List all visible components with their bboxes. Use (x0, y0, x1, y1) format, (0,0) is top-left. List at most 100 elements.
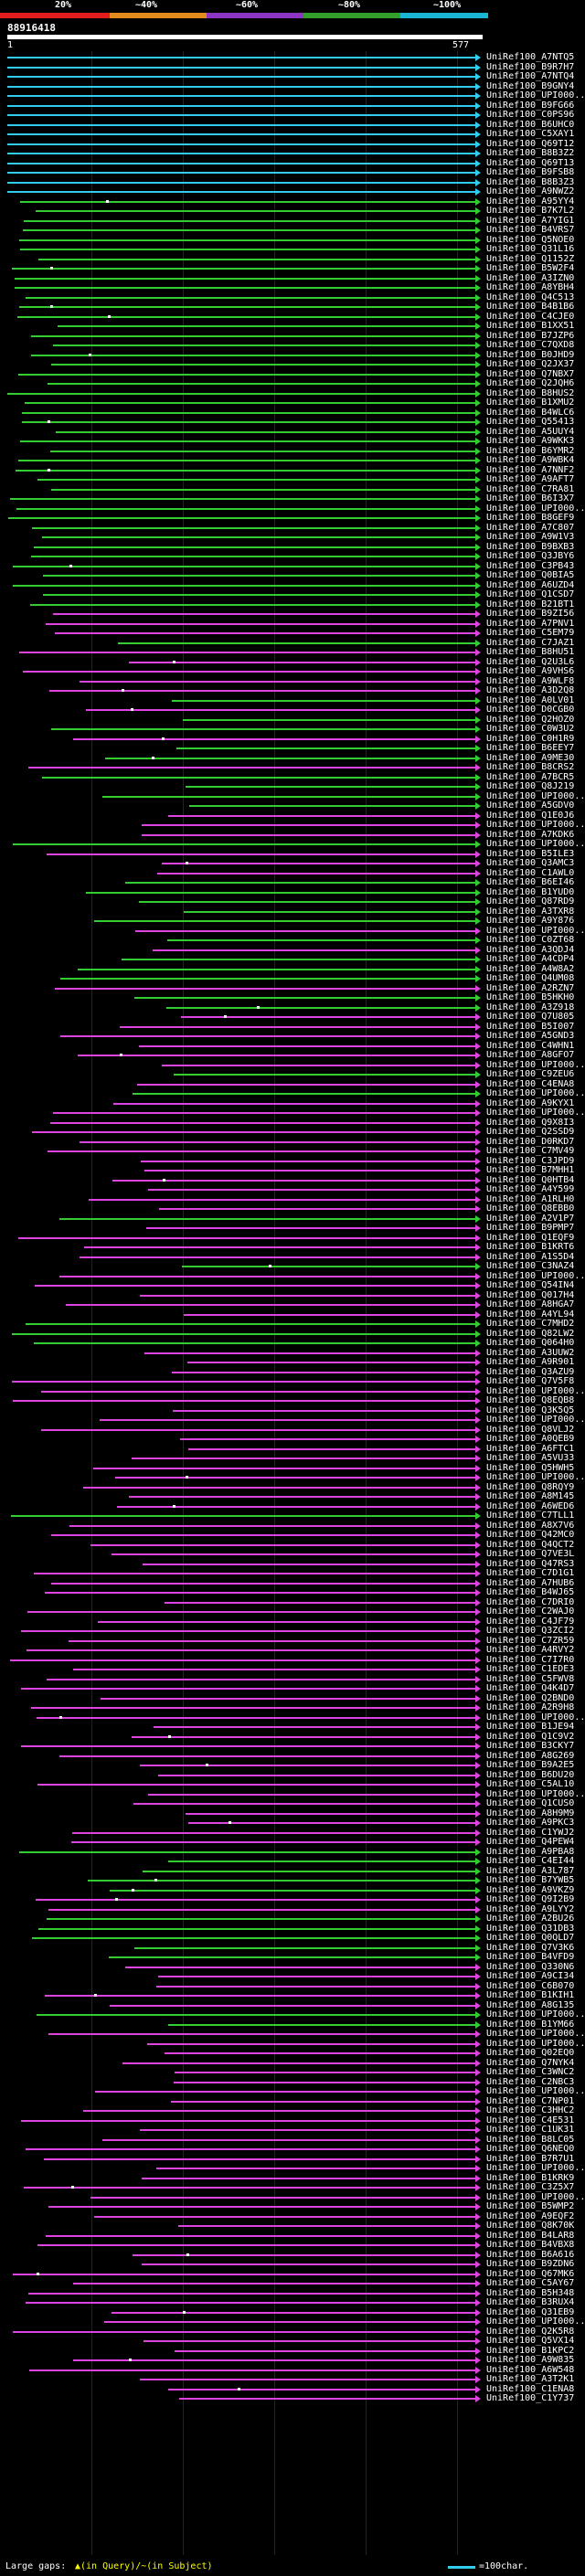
hit-label[interactable]: UniRef100_C0H1R9 (486, 733, 575, 744)
hit-label[interactable]: UniRef100_B6I3X7 (486, 493, 575, 504)
hit-row[interactable]: UniRef100_Q2U3L6 (0, 656, 585, 669)
hit-label[interactable]: UniRef100_B4LAR8 (486, 2230, 575, 2241)
hit-label[interactable]: UniRef100_UPI000... (486, 1415, 585, 1425)
hit-row[interactable]: UniRef100_A2R9H8 (0, 1701, 585, 1714)
hit-label[interactable]: UniRef100_A8H9M9 (486, 1807, 575, 1818)
hit-label[interactable]: UniRef100_B7R7U1 (486, 2153, 575, 2164)
hit-label[interactable]: UniRef100_Q2HOZ0 (486, 714, 575, 725)
hit-label[interactable]: UniRef100_A9WBK4 (486, 455, 575, 465)
hit-label[interactable]: UniRef100_C4WHN1 (486, 1040, 575, 1051)
hit-label[interactable]: UniRef100_A9CI34 (486, 1971, 575, 1981)
hit-row[interactable]: UniRef100_UPI000... (0, 1087, 585, 1100)
hit-row[interactable]: UniRef100_B1KIH1 (0, 1989, 585, 2002)
hit-row[interactable]: UniRef100_A8M145 (0, 1490, 585, 1503)
hit-label[interactable]: UniRef100_A2BU26 (486, 1913, 575, 1924)
hit-row[interactable]: UniRef100_A9WLF8 (0, 675, 585, 688)
hit-label[interactable]: UniRef100_UPI000... (486, 90, 585, 101)
hit-row[interactable]: UniRef100_B3CKY7 (0, 1740, 585, 1753)
hit-row[interactable]: UniRef100_A0LV01 (0, 694, 585, 707)
hit-row[interactable]: UniRef100_Q1EQF9 (0, 1232, 585, 1245)
hit-row[interactable]: UniRef100_UPI000... (0, 2009, 585, 2021)
hit-label[interactable]: UniRef100_C0ZT68 (486, 935, 575, 945)
hit-row[interactable]: UniRef100_B9ZI56 (0, 608, 585, 620)
hit-label[interactable]: UniRef100_B1KRK9 (486, 2172, 575, 2183)
hit-label[interactable]: UniRef100_Q2JX37 (486, 359, 575, 369)
hit-row[interactable]: UniRef100_B5WMP2 (0, 2200, 585, 2213)
hit-row[interactable]: UniRef100_UPI000... (0, 1712, 585, 1724)
hit-row[interactable]: UniRef100_A9EQF2 (0, 2210, 585, 2223)
hit-row[interactable]: UniRef100_UPI000... (0, 838, 585, 851)
hit-row[interactable]: UniRef100_A8G269 (0, 1750, 585, 1763)
hit-label[interactable]: UniRef100_A5VU33 (486, 1453, 575, 1463)
hit-label[interactable]: UniRef100_Q3K5Q5 (486, 1405, 575, 1415)
hit-row[interactable]: UniRef100_A4RVY2 (0, 1644, 585, 1657)
hit-row[interactable]: UniRef100_C3PB43 (0, 560, 585, 573)
hit-row[interactable]: UniRef100_B1YM66 (0, 2019, 585, 2031)
hit-row[interactable]: UniRef100_B4VFD9 (0, 1951, 585, 1964)
hit-label[interactable]: UniRef100_UPI000... (486, 790, 585, 801)
hit-label[interactable]: UniRef100_C7MV49 (486, 1146, 575, 1156)
hit-row[interactable]: UniRef100_C7RA81 (0, 483, 585, 496)
hit-label[interactable]: UniRef100_A2R9H8 (486, 1702, 575, 1712)
hit-label[interactable]: UniRef100_B1KIH1 (486, 1990, 575, 2000)
hit-row[interactable]: UniRef100_UPI000... (0, 2028, 585, 2041)
hit-label[interactable]: UniRef100_UPI000... (486, 1108, 585, 1118)
hit-row[interactable]: UniRef100_A8HGA7 (0, 1299, 585, 1311)
hit-row[interactable]: UniRef100_B8CRS2 (0, 761, 585, 774)
hit-label[interactable]: UniRef100_Q31DB3 (486, 1923, 575, 1934)
hit-row[interactable]: UniRef100_Q8EQB8 (0, 1394, 585, 1407)
hit-row[interactable]: UniRef100_Q5NOE0 (0, 234, 585, 247)
hit-label[interactable]: UniRef100_Q54IN4 (486, 1280, 575, 1290)
hit-row[interactable]: UniRef100_Q8RQY9 (0, 1481, 585, 1494)
hit-row[interactable]: UniRef100_A95YY4 (0, 196, 585, 208)
hit-row[interactable]: UniRef100_A7HUB6 (0, 1577, 585, 1590)
hit-row[interactable]: UniRef100_UPI000... (0, 90, 585, 102)
hit-row[interactable]: UniRef100_Q1C9V2 (0, 1731, 585, 1744)
hit-label[interactable]: UniRef100_Q1CSD7 (486, 589, 575, 599)
hit-row[interactable]: UniRef100_A8YBH4 (0, 281, 585, 294)
hit-label[interactable]: UniRef100_B9FSB8 (486, 167, 575, 177)
hit-row[interactable]: UniRef100_A7PNV1 (0, 618, 585, 631)
hit-label[interactable]: UniRef100_B6EEY7 (486, 743, 575, 753)
hit-label[interactable]: UniRef100_B9FG66 (486, 100, 575, 111)
hit-label[interactable]: UniRef100_Q7V5F8 (486, 1376, 575, 1386)
hit-row[interactable]: UniRef100_C2NBC3 (0, 2076, 585, 2089)
hit-label[interactable]: UniRef100_Q47RS3 (486, 1558, 575, 1569)
hit-row[interactable]: UniRef100_Q67MK6 (0, 2268, 585, 2281)
hit-label[interactable]: UniRef100_B7YWB5 (486, 1875, 575, 1885)
hit-label[interactable]: UniRef100_C2WAJ0 (486, 1606, 575, 1617)
hit-label[interactable]: UniRef100_B1XMU2 (486, 398, 575, 408)
hit-row[interactable]: UniRef100_Q4C513 (0, 292, 585, 304)
hit-row[interactable]: UniRef100_C7D1G1 (0, 1567, 585, 1580)
hit-row[interactable]: UniRef100_Q8EBB0 (0, 1203, 585, 1215)
hit-row[interactable]: UniRef100_Q82LW2 (0, 1328, 585, 1341)
hit-row[interactable]: UniRef100_C4CJE0 (0, 311, 585, 323)
hit-row[interactable]: UniRef100_B1KPC2 (0, 2345, 585, 2358)
hit-label[interactable]: UniRef100_Q9I2B9 (486, 1894, 575, 1904)
hit-label[interactable]: UniRef100_A9Y876 (486, 916, 575, 926)
hit-label[interactable]: UniRef100_Q017H4 (486, 1289, 575, 1300)
hit-label[interactable]: UniRef100_Q87RD9 (486, 896, 575, 906)
hit-row[interactable]: UniRef100_UPI000... (0, 819, 585, 832)
hit-label[interactable]: UniRef100_Q0HTB4 (486, 1174, 575, 1185)
hit-label[interactable]: UniRef100_Q8EBB0 (486, 1203, 575, 1214)
hit-row[interactable]: UniRef100_C4E531 (0, 2115, 585, 2127)
hit-row[interactable]: UniRef100_Q4UM08 (0, 972, 585, 985)
hit-row[interactable]: UniRef100_A8GFO7 (0, 1049, 585, 1062)
hit-label[interactable]: UniRef100_B1XX51 (486, 321, 575, 331)
hit-label[interactable]: UniRef100_C1Y737 (486, 2393, 575, 2403)
hit-label[interactable]: UniRef100_A3Z918 (486, 1002, 575, 1012)
hit-label[interactable]: UniRef100_C7ZR59 (486, 1635, 575, 1646)
hit-label[interactable]: UniRef100_Q4PEW4 (486, 1837, 575, 1847)
hit-row[interactable]: UniRef100_C0W3U2 (0, 723, 585, 736)
hit-row[interactable]: UniRef100_B8HU51 (0, 646, 585, 659)
hit-row[interactable]: UniRef100_A3Z918 (0, 1002, 585, 1014)
hit-label[interactable]: UniRef100_A8GFO7 (486, 1050, 575, 1060)
hit-row[interactable]: UniRef100_A3D2Q8 (0, 684, 585, 697)
hit-row[interactable]: UniRef100_B6EI46 (0, 876, 585, 889)
hit-label[interactable]: UniRef100_B5ILE3 (486, 848, 575, 859)
hit-label[interactable]: UniRef100_C4CJE0 (486, 311, 575, 322)
hit-label[interactable]: UniRef100_Q1CUS0 (486, 1798, 575, 1808)
hit-label[interactable]: UniRef100_B8GEF9 (486, 513, 575, 523)
hit-row[interactable]: UniRef100_B5HKH0 (0, 991, 585, 1004)
